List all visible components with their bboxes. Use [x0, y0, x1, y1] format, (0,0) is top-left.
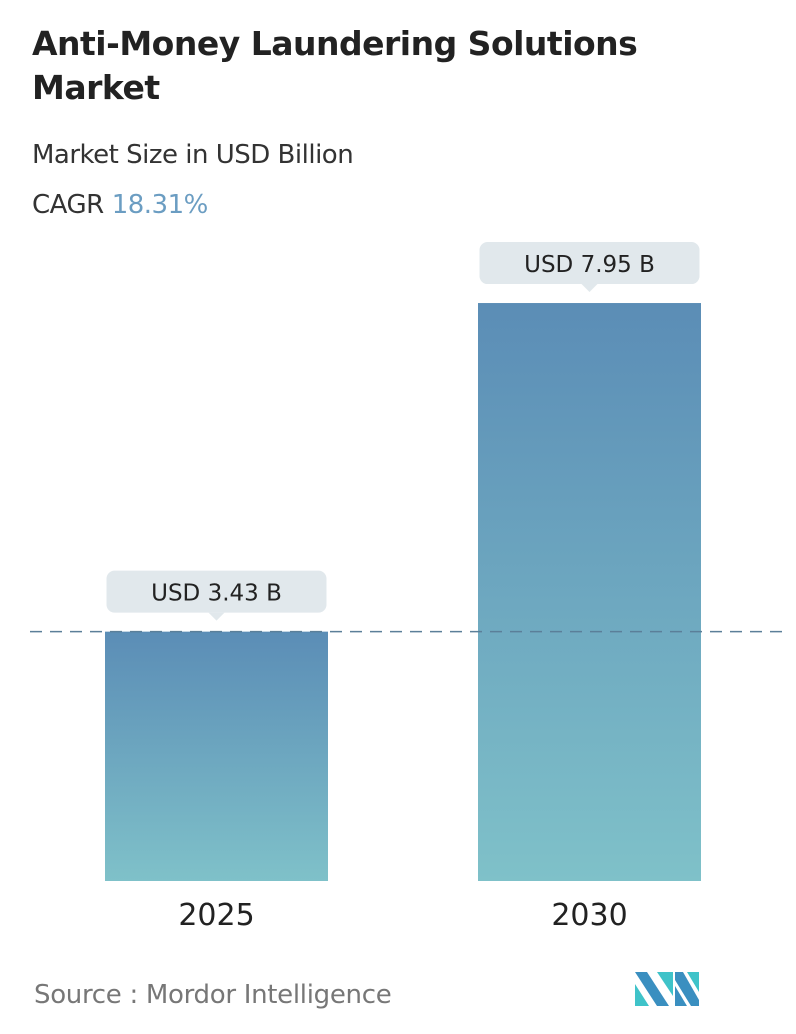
data-label-box: [479, 242, 700, 285]
chart-title: Anti-Money Laundering Solutions Market: [32, 24, 638, 107]
bar-2030: [478, 303, 701, 881]
cagr-label: CAGR: [32, 190, 104, 220]
data-label: USD 7.95 B: [524, 252, 655, 278]
data-label-pointer: [581, 284, 598, 293]
cagr: CAGR 18.31%: [32, 190, 208, 220]
source-text: Source : Mordor Intelligence: [34, 980, 392, 1010]
data-label: USD 3.43 B: [151, 581, 282, 607]
cagr-value: 18.31%: [111, 190, 209, 220]
bar-chart: USD 3.43 B 2025 USD 7.95 B 2030: [30, 242, 782, 933]
data-label-pointer: [208, 612, 225, 621]
bar-2025: [105, 631, 328, 881]
x-tick-label: 2025: [178, 898, 254, 933]
chart-subtitle: Market Size in USD Billion: [32, 140, 354, 170]
mordor-logo: [635, 972, 699, 1006]
x-tick-label: 2030: [551, 898, 627, 933]
data-label-box: [106, 570, 327, 613]
